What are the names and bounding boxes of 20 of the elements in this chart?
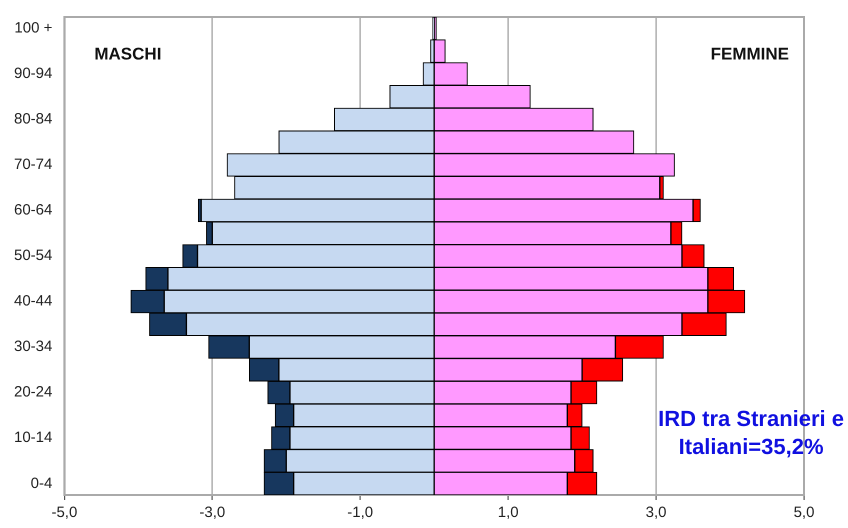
x-tick-label: -3,0 xyxy=(199,504,226,522)
y-tick-label: 20-24 xyxy=(14,384,52,401)
annotation: IRD tra Stranieri e Italiani=35,2% xyxy=(658,406,844,460)
y-tick-label: 40-44 xyxy=(14,292,52,310)
x-tick-label: -1,0 xyxy=(347,504,374,522)
y-tick-label: 30-34 xyxy=(14,338,52,356)
y-tick-label: 70-74 xyxy=(14,156,52,174)
y-tick-label: 50-54 xyxy=(14,247,52,264)
x-tick-label: 3,0 xyxy=(646,504,667,522)
x-tick-label: 5,0 xyxy=(794,504,814,522)
y-tick-label: 0-4 xyxy=(30,474,52,492)
annotation: MASCHI xyxy=(94,44,162,64)
y-tick-label: 80-84 xyxy=(14,110,52,128)
y-tick-label: 10-14 xyxy=(14,429,52,446)
annotation: FEMMINE xyxy=(710,44,789,64)
y-tick-label: 100 + xyxy=(14,20,53,37)
y-tick-label: 90-94 xyxy=(14,65,52,82)
y-tick-label: 60-64 xyxy=(14,202,52,219)
x-tick-label: 1,0 xyxy=(498,504,519,522)
x-tick-label: -5,0 xyxy=(51,504,78,522)
